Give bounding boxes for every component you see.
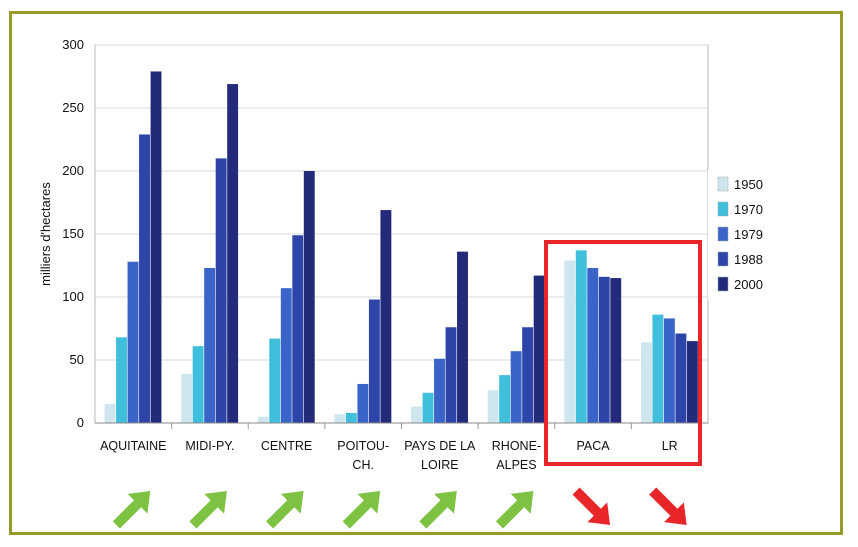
bar-1979 (434, 358, 445, 423)
category-label: CENTRE (261, 439, 312, 453)
x-axis-categories: AQUITAINE MIDI-PY. CENTRE POITOU- CH. PAYS DE… (95, 422, 708, 472)
bar-1950 (334, 414, 346, 423)
bar-1950 (411, 406, 422, 423)
legend-label-1950: 1950 (734, 177, 763, 192)
trend-down-arrow-icon (649, 487, 687, 525)
bar-1950 (640, 342, 652, 423)
y-tick-label: 200 (62, 163, 84, 178)
category-label: MIDI-PY. (185, 439, 234, 453)
legend-swatch-2000 (717, 276, 729, 292)
legend-label-1970: 1970 (734, 202, 763, 217)
bar-1979 (357, 383, 369, 423)
bar-1950 (487, 390, 499, 423)
bar-1970 (575, 250, 587, 423)
bar-1988 (215, 158, 227, 423)
trend-up-arrow-icon (266, 491, 304, 529)
legend-swatch-1970 (717, 201, 729, 217)
category-label: PACA (577, 439, 611, 453)
y-tick-label: 300 (62, 37, 84, 52)
bar-2000 (303, 171, 315, 423)
bar-1988 (292, 235, 304, 423)
bar-1979 (510, 351, 522, 423)
bar-1979 (280, 288, 292, 423)
y-tick-label: 50 (70, 352, 84, 367)
bar-1950 (104, 404, 116, 423)
trend-up-arrow-icon (342, 491, 381, 529)
bar-1970 (345, 412, 357, 423)
legend-swatch-1988 (717, 251, 729, 267)
bar-2000 (150, 71, 162, 424)
y-axis-ticks: 0 50 100 150 200 250 300 (62, 37, 84, 430)
category-label: RHONE- (492, 439, 541, 453)
category-label: PAYS DE LA (404, 439, 476, 453)
category-label: POITOU- (337, 439, 389, 453)
bar-1950 (257, 416, 269, 423)
bars (104, 71, 698, 424)
trend-up-arrow-icon (112, 491, 151, 529)
category-label: ALPES (496, 458, 536, 472)
trend-up-arrow-icon (419, 491, 457, 529)
bar-1988 (139, 134, 150, 423)
y-tick-label: 150 (62, 226, 84, 241)
legend-swatch-1950 (717, 176, 729, 192)
y-tick-label: 250 (62, 100, 84, 115)
bar-1950 (181, 373, 193, 423)
bar-1970 (499, 375, 511, 423)
y-tick-label: 100 (62, 289, 84, 304)
legend-label-1979: 1979 (734, 227, 763, 242)
trend-up-arrow-icon (495, 491, 534, 529)
bar-2000 (457, 251, 468, 423)
y-tick-label: 0 (77, 415, 84, 430)
category-label: LOIRE (421, 458, 459, 472)
bar-2000 (533, 275, 545, 423)
y-axis-label: milliers d'hectares (38, 182, 53, 286)
bar-1979 (127, 261, 139, 423)
highlight-box (544, 240, 702, 466)
category-label: AQUITAINE (100, 439, 166, 453)
bar-1970 (422, 392, 434, 423)
bar-2000 (380, 210, 392, 423)
legend-swatch-1979 (717, 226, 729, 242)
bar-1988 (445, 327, 457, 423)
bar-2000 (610, 278, 622, 423)
bar-1970 (192, 346, 204, 423)
bar-1950 (564, 260, 576, 423)
trend-down-arrow-icon (572, 487, 611, 525)
bar-1979 (587, 268, 599, 423)
trend-arrows (112, 487, 687, 529)
category-label: CH. (352, 458, 374, 472)
bar-1970 (652, 314, 664, 423)
legend-label-1988: 1988 (734, 252, 763, 267)
bar-1988 (522, 327, 534, 423)
bar-1970 (116, 337, 127, 423)
bar-2000 (227, 84, 239, 423)
bar-1970 (269, 338, 281, 423)
bar-1988 (368, 299, 380, 423)
bar-1979 (204, 268, 216, 423)
legend: 1950 1970 1979 1988 2000 (708, 170, 772, 300)
bar-1988 (675, 333, 687, 423)
legend-label-2000: 2000 (734, 277, 763, 292)
bar-2000 (686, 341, 698, 423)
trend-up-arrow-icon (189, 491, 227, 529)
category-label: LR (662, 439, 678, 453)
bar-1979 (663, 318, 675, 423)
bar-1988 (598, 276, 610, 423)
